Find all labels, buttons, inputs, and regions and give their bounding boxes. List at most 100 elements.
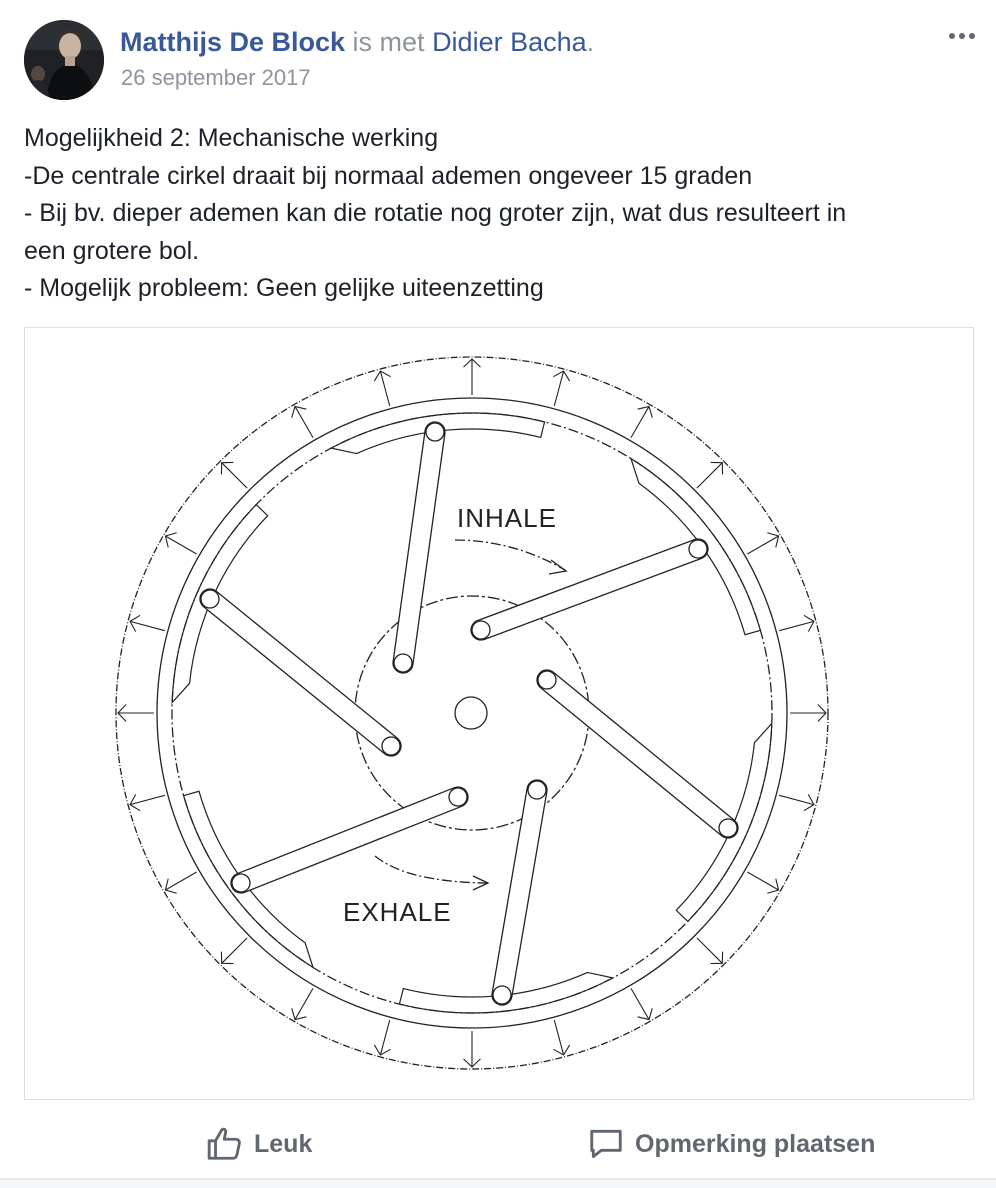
spoke: [392, 421, 446, 674]
feed-gap: [0, 1180, 996, 1188]
body-line: een grotere bol.: [24, 236, 200, 265]
spoke-bar: [230, 786, 469, 894]
inhale-label: INHALE: [457, 503, 557, 533]
spoke-bar: [536, 669, 739, 839]
tagged-suffix: .: [586, 27, 595, 57]
radial-tick: [779, 794, 815, 806]
post-image[interactable]: INHALE EXHALE: [24, 327, 974, 1100]
like-button[interactable]: Leuk: [206, 1112, 312, 1176]
post-date-link[interactable]: 26 september 2017: [121, 65, 311, 90]
spoke: [491, 779, 548, 1006]
spoke: [470, 538, 709, 641]
radial-tick: [129, 794, 165, 806]
inhale-arrow-head: [548, 559, 568, 575]
center-hub-circle: [454, 696, 488, 730]
radial-tick: [294, 406, 314, 438]
spoke: [230, 786, 469, 894]
tick-arrowhead: [117, 704, 127, 722]
radial-tick: [165, 871, 197, 891]
tick-arrowhead: [803, 614, 815, 632]
author-line: Matthijs De Block is met Didier Bacha.: [120, 26, 594, 58]
like-label: Leuk: [254, 1129, 313, 1158]
radial-tick: [129, 620, 165, 632]
body-line: -De centrale cirkel draait bij normaal a…: [24, 161, 753, 190]
author-name-link[interactable]: Matthijs De Block: [120, 27, 346, 57]
tagged-person-link[interactable]: Didier Bacha: [432, 27, 587, 57]
radial-tick: [221, 937, 248, 964]
tick-arrowhead: [291, 405, 307, 418]
spoke-pin: [688, 539, 708, 559]
tick-arrowhead: [637, 1008, 653, 1021]
spoke-bar: [199, 588, 402, 757]
radial-tick: [630, 988, 650, 1020]
spoke-pin: [492, 985, 512, 1005]
radial-tick: [165, 535, 197, 555]
tick-arrowhead: [164, 878, 177, 894]
with-text: is met: [345, 27, 433, 57]
tick-arrowhead: [767, 878, 780, 894]
tick-arrowhead: [710, 461, 724, 475]
tick-arrowhead: [637, 405, 653, 418]
radial-tick: [379, 370, 391, 406]
post-body: Mogelijkheid 2: Mechanische werking -De …: [24, 120, 984, 308]
tick-arrowhead: [463, 1058, 481, 1068]
avatar[interactable]: [24, 20, 104, 100]
ring-segment: [329, 412, 546, 455]
ring-segment: [171, 503, 269, 705]
ring-segment: [398, 971, 615, 1014]
tick-arrowhead: [129, 614, 141, 632]
spoke-pin: [471, 620, 491, 640]
exhale-arrow: [374, 855, 488, 884]
tick-arrowhead: [373, 370, 391, 382]
spoke-pin: [448, 787, 468, 807]
tick-arrowhead: [291, 1008, 307, 1021]
tick-arrowhead: [553, 1044, 571, 1056]
tick-arrowhead: [817, 704, 827, 722]
spoke-bar: [491, 779, 548, 1006]
more-horizontal-icon[interactable]: [944, 22, 980, 50]
spoke-pin: [200, 589, 220, 609]
radial-tick: [630, 406, 650, 438]
exhale-arrow-head: [472, 875, 490, 891]
radial-tick: [221, 462, 248, 489]
thumbs-up-icon: [207, 1127, 241, 1160]
body-line: Mogelijkheid 2: Mechanische werking: [24, 124, 439, 152]
tick-arrowhead: [220, 951, 234, 965]
tick-arrowhead: [803, 794, 815, 812]
comment-label: Opmerking plaatsen: [635, 1129, 876, 1158]
tick-arrowhead: [710, 951, 724, 965]
spoke-pin: [527, 780, 547, 800]
radial-tick: [747, 871, 779, 891]
spoke-pin: [393, 653, 413, 673]
divider: [0, 1178, 996, 1180]
ring-segment: [629, 457, 762, 636]
radial-tick: [553, 1020, 565, 1056]
radial-tick: [696, 462, 723, 489]
ring-segment: [182, 790, 315, 969]
ring-segment: [675, 721, 773, 923]
inhale-arrow: [454, 539, 566, 571]
action-bar: Leuk Opmerking plaatsen: [0, 1112, 996, 1176]
body-line: - Bij bv. dieper ademen kan die rotatie …: [24, 199, 847, 227]
spoke-bar: [470, 538, 709, 641]
tick-arrowhead: [220, 461, 234, 475]
radial-tick: [379, 1020, 391, 1056]
spoke-pin: [381, 736, 401, 756]
exhale-label: EXHALE: [343, 897, 452, 927]
radial-tick: [294, 988, 314, 1020]
radial-tick: [553, 370, 565, 406]
radial-tick: [779, 620, 815, 632]
inner-ring-circle: [156, 397, 788, 1029]
tick-arrowhead: [463, 358, 481, 368]
tick-arrowhead: [767, 532, 780, 548]
spoke-pin: [425, 422, 445, 442]
tick-arrowhead: [553, 370, 571, 382]
spoke: [199, 588, 402, 757]
spoke-bar: [392, 421, 446, 674]
comment-button[interactable]: Opmerking plaatsen: [587, 1112, 875, 1176]
tick-arrowhead: [164, 532, 177, 548]
spoke-pin: [231, 873, 251, 893]
spoke: [536, 669, 739, 839]
tick-arrowhead: [373, 1044, 391, 1056]
